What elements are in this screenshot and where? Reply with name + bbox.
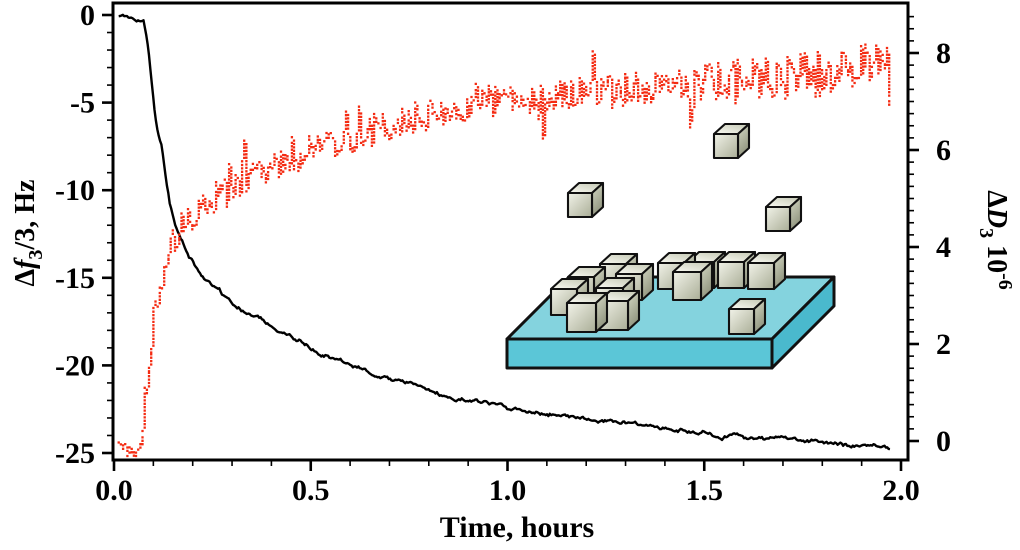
inset-illustration <box>505 122 836 370</box>
x-tick-label: 1.5 <box>686 474 724 507</box>
y-left-tick-label: 0 <box>80 0 95 32</box>
cube-icon <box>712 122 751 160</box>
y-left-tick-label: -25 <box>55 437 95 470</box>
cube-icon <box>566 181 605 219</box>
y-right-tick-label: 8 <box>936 37 951 70</box>
frequency-curve <box>118 13 891 451</box>
y-right-tick-label: 6 <box>936 134 951 167</box>
x-tick-label: 1.0 <box>489 474 527 507</box>
x-tick-label: 0.0 <box>95 474 133 507</box>
y-left-tick-label: -20 <box>55 349 95 382</box>
x-tick-label: 0.5 <box>292 474 330 507</box>
y-left-tick-label: -15 <box>55 262 95 295</box>
y-right-tick-label: 4 <box>936 231 951 264</box>
axis-ticks <box>102 13 919 471</box>
cube-icon <box>746 251 787 291</box>
cube-icon <box>727 297 767 336</box>
x-tick-label: 2.0 <box>882 474 920 507</box>
cube-icon <box>764 195 803 233</box>
plot-frame <box>111 1 910 462</box>
y-right-axis-title: ΔD3 10-6 <box>975 190 1016 289</box>
x-axis-title: Time, hours <box>440 511 594 544</box>
cube-icon <box>671 260 714 302</box>
cube-icon <box>565 291 609 334</box>
y-left-tick-label: -5 <box>70 87 95 120</box>
y-right-tick-label: 0 <box>936 425 951 458</box>
dissipation-curve <box>117 43 891 458</box>
y-left-tick-label: -10 <box>55 174 95 207</box>
y-right-tick-label: 2 <box>936 328 951 361</box>
y-left-axis-title: Δf3/3, Hz <box>10 180 47 287</box>
